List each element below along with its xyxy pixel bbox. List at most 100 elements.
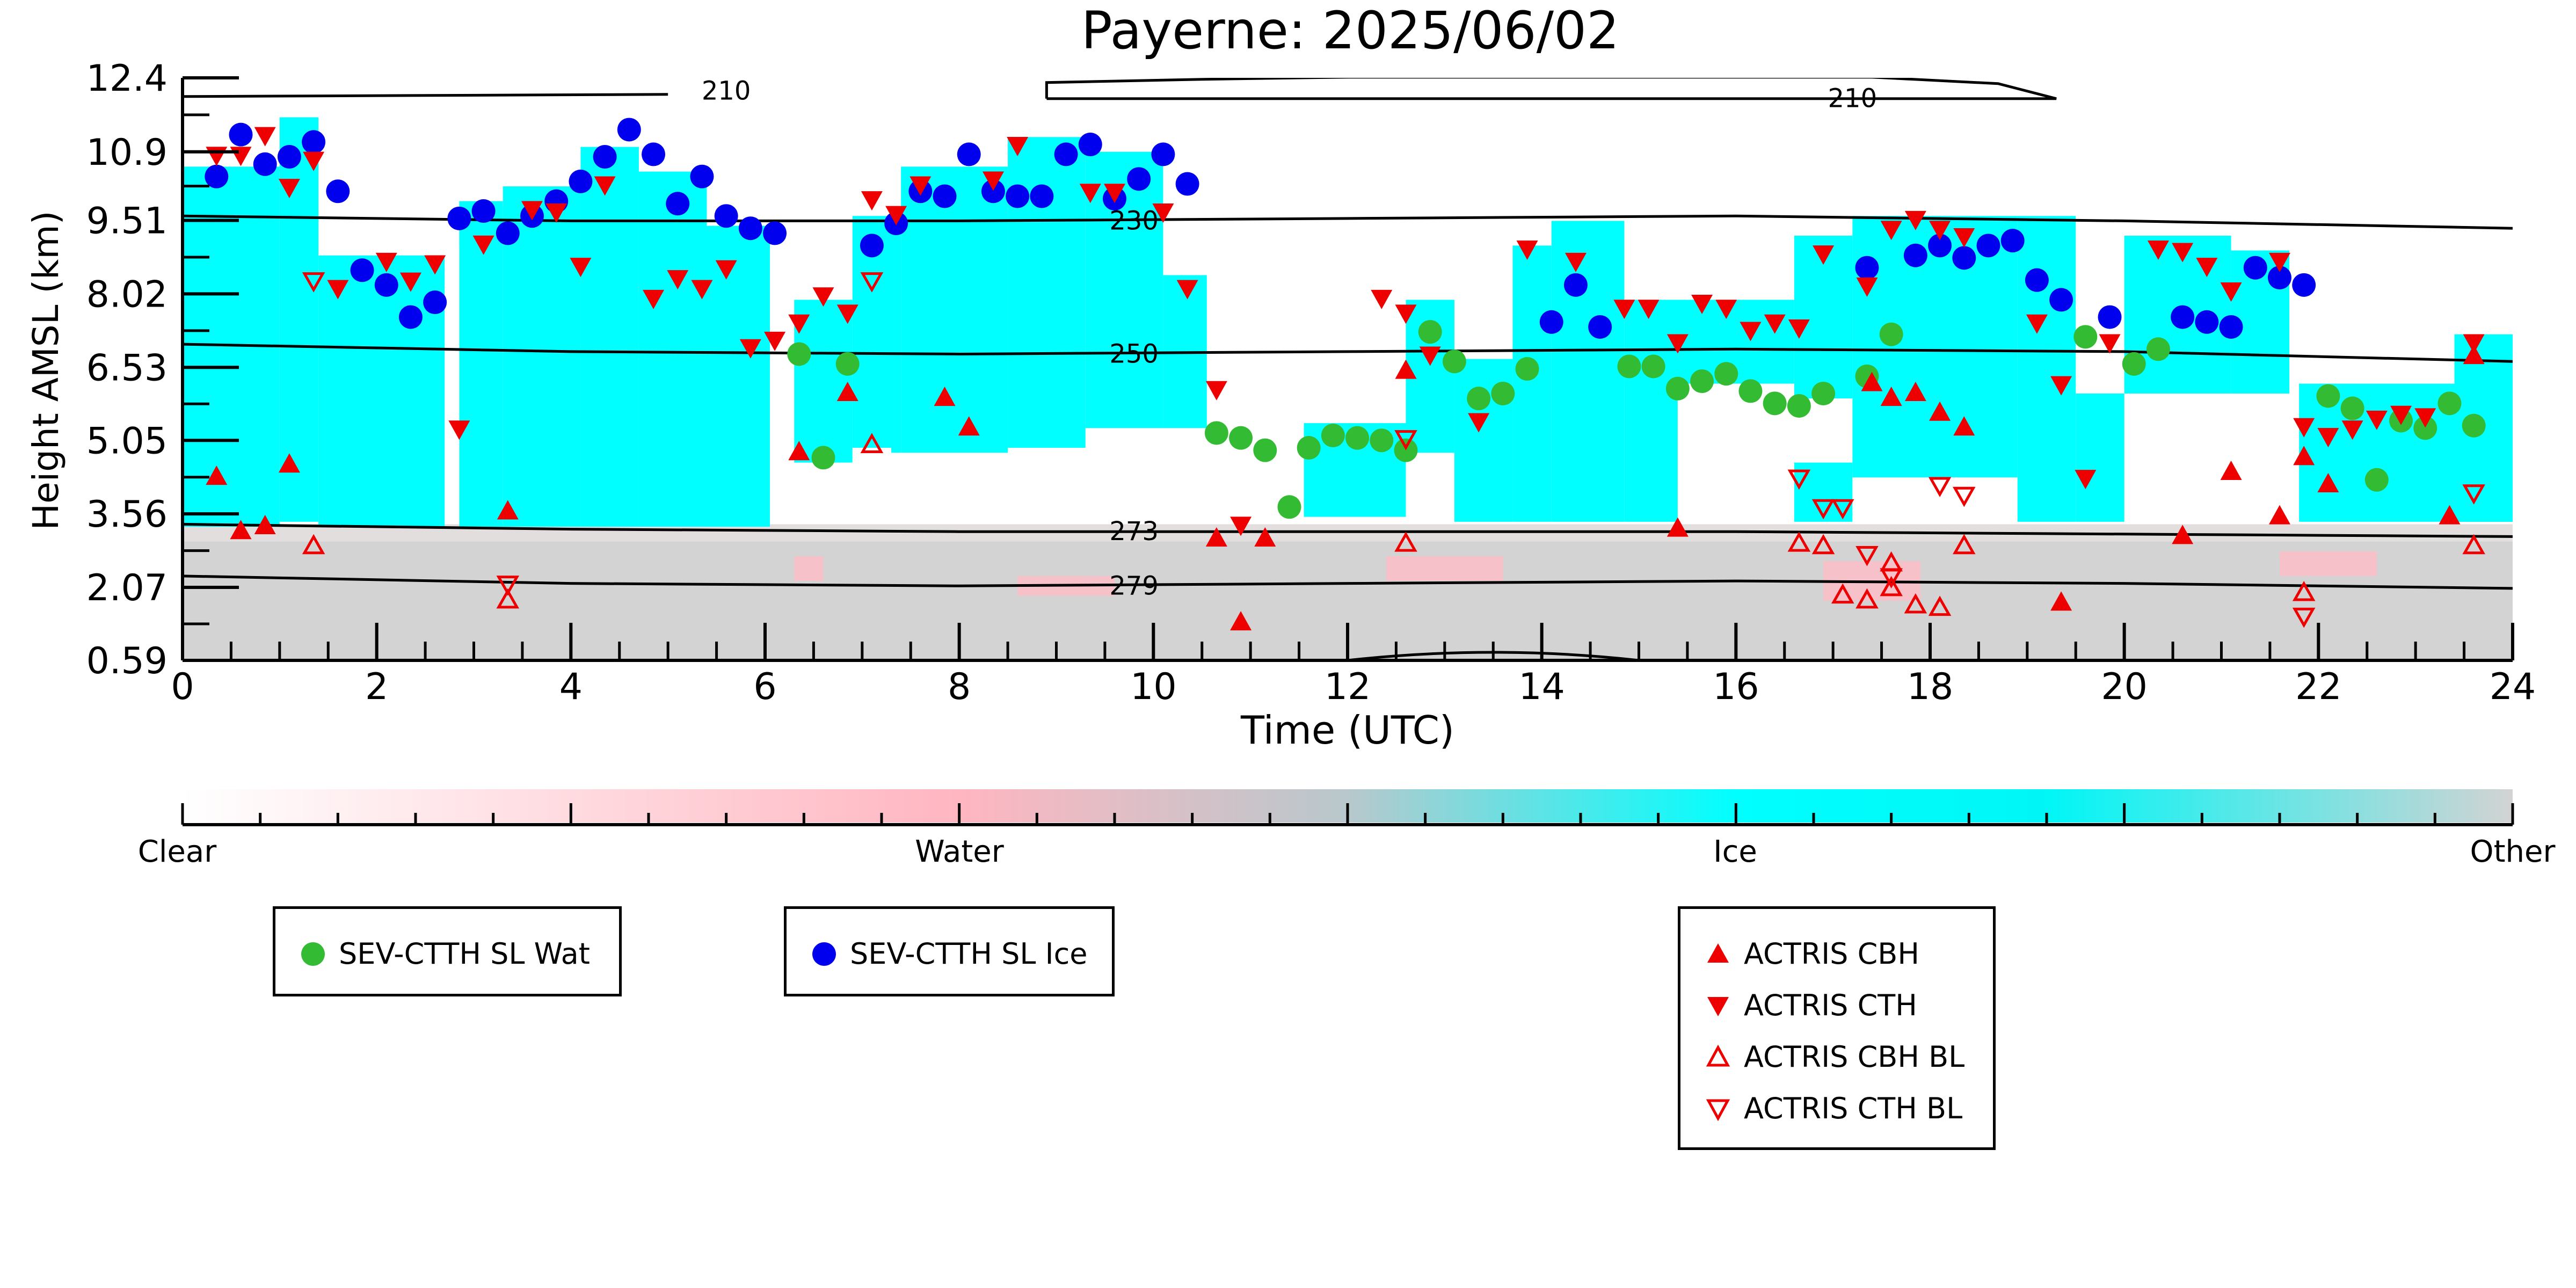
point-actris-cth-bl (1811, 499, 1835, 520)
colorbar-label-clear: Clear (138, 834, 217, 869)
point-sev-ctth-sl-ice (398, 305, 423, 329)
clear-gap (445, 245, 460, 525)
point-sev-ctth-sl-ice (1563, 273, 1588, 297)
contour-label-210: 210 (1828, 84, 1878, 114)
point-actris-cbh (1880, 387, 1902, 406)
contour-line-230 (183, 214, 2513, 230)
point-sev-ctth-sl-wat (1345, 426, 1370, 450)
point-actris-cth (1813, 245, 1835, 265)
point-sev-ctth-sl-ice (1952, 246, 1976, 270)
point-sev-ctth-sl-ice (2000, 229, 2025, 253)
point-actris-cth-bl (860, 272, 884, 293)
point-actris-cbh-bl (1394, 532, 1417, 552)
y-tick-label: 9.51 (86, 200, 168, 243)
point-actris-cbh (2220, 460, 2242, 480)
point-sev-ctth-sl-wat (1321, 424, 1345, 448)
point-actris-cth (472, 235, 494, 255)
point-sev-ctth-sl-ice (569, 169, 593, 193)
colorbar-label-other: Other (2470, 834, 2556, 869)
point-actris-cth (2172, 243, 2194, 263)
point-actris-cth (254, 127, 276, 147)
point-actris-cth (2050, 376, 2072, 396)
point-sev-ctth-sl-ice (2292, 273, 2316, 297)
point-actris-cbh (254, 515, 276, 535)
point-actris-cbh (206, 465, 228, 485)
point-actris-cbh (1904, 381, 1926, 401)
data-markers (205, 118, 2486, 631)
point-sev-ctth-sl-wat (1787, 394, 1811, 418)
point-sev-ctth-sl-ice (1151, 142, 1175, 166)
point-sev-ctth-sl-ice (860, 234, 884, 258)
point-actris-cbh (1254, 527, 1276, 547)
point-actris-cth (1007, 137, 1029, 157)
point-actris-cbh (1395, 359, 1417, 379)
point-actris-cth (1638, 300, 1660, 319)
temperature-contours: 279 273 250 230 210 210 (183, 78, 2513, 660)
point-actris-cbh-bl (302, 534, 325, 555)
point-actris-cth (1856, 277, 1878, 297)
point-sev-ctth-sl-ice (714, 204, 738, 228)
point-actris-cbh (230, 520, 252, 540)
point-sev-ctth-sl-wat (2364, 468, 2389, 492)
x-tick-label: 6 (753, 666, 776, 708)
point-sev-ctth-sl-wat (1442, 350, 1466, 374)
point-actris-cth (2293, 418, 2315, 438)
point-sev-ctth-sl-ice (374, 273, 398, 297)
point-sev-ctth-sl-ice (471, 199, 496, 223)
y-tick-label: 8.02 (86, 273, 168, 316)
point-sev-ctth-sl-ice (2219, 315, 2243, 339)
legend-item-actris-cth-bl: ACTRIS CTH BL (1702, 1091, 1962, 1125)
point-actris-cth (278, 179, 300, 199)
point-actris-cth (667, 270, 689, 290)
point-actris-cbh-bl (496, 588, 520, 609)
ice-region (503, 186, 581, 527)
point-actris-cth-bl (1953, 486, 1976, 507)
point-actris-cbh-bl (1880, 576, 1903, 596)
point-actris-cth (1104, 184, 1125, 203)
point-sev-ctth-sl-ice (666, 192, 690, 216)
point-actris-cth (739, 339, 761, 359)
point-actris-cth (1904, 210, 1926, 230)
legend-label: SEV-CTTH SL Ice (850, 937, 1088, 971)
point-actris-cth (788, 314, 810, 334)
point-sev-ctth-sl-wat (2316, 384, 2340, 408)
point-actris-cbh-bl (2462, 534, 2485, 555)
x-tick-label: 8 (948, 666, 971, 708)
point-actris-cth (230, 147, 252, 166)
water-patch (1386, 556, 1503, 581)
point-actris-cbh (1230, 611, 1252, 631)
triangle-up-icon (1702, 938, 1734, 970)
point-sev-ctth-sl-ice (1078, 133, 1102, 157)
point-sev-ctth-sl-wat (1714, 362, 1738, 386)
point-sev-ctth-sl-wat (1297, 436, 1321, 460)
point-actris-cth (643, 289, 665, 309)
point-actris-cbh (2463, 345, 2485, 365)
point-sev-ctth-sl-ice (763, 221, 787, 245)
legend-label: ACTRIS CBH (1744, 937, 1919, 971)
point-actris-cth (1880, 221, 1902, 241)
point-actris-cbh (2317, 472, 2339, 492)
point-actris-cth (521, 201, 543, 221)
point-actris-cth (691, 280, 713, 300)
triangle-down-outline-icon (1702, 1093, 1734, 1125)
point-actris-cth (1419, 346, 1441, 366)
water-patch (2280, 551, 2377, 576)
colorbar-label-ice: Ice (1713, 834, 1757, 869)
x-tick-label: 4 (559, 666, 583, 708)
point-actris-cbh-bl (1953, 534, 1976, 555)
point-sev-ctth-sl-ice (1539, 310, 1563, 334)
x-tick-label: 12 (1325, 666, 1371, 708)
point-actris-cbh-bl (1811, 534, 1835, 555)
ice-region (707, 225, 770, 527)
ice-region (1512, 245, 1552, 522)
point-actris-cth (982, 171, 1004, 191)
point-actris-cth (375, 252, 397, 272)
point-actris-cth (1176, 280, 1198, 300)
point-actris-cbh-bl (1904, 593, 1927, 614)
point-sev-ctth-sl-wat (1229, 426, 1253, 450)
ice-region (2017, 216, 2076, 522)
point-sev-ctth-sl-wat (1491, 381, 1515, 405)
point-actris-cth (1953, 228, 1975, 248)
point-actris-cbh (2172, 525, 2194, 544)
